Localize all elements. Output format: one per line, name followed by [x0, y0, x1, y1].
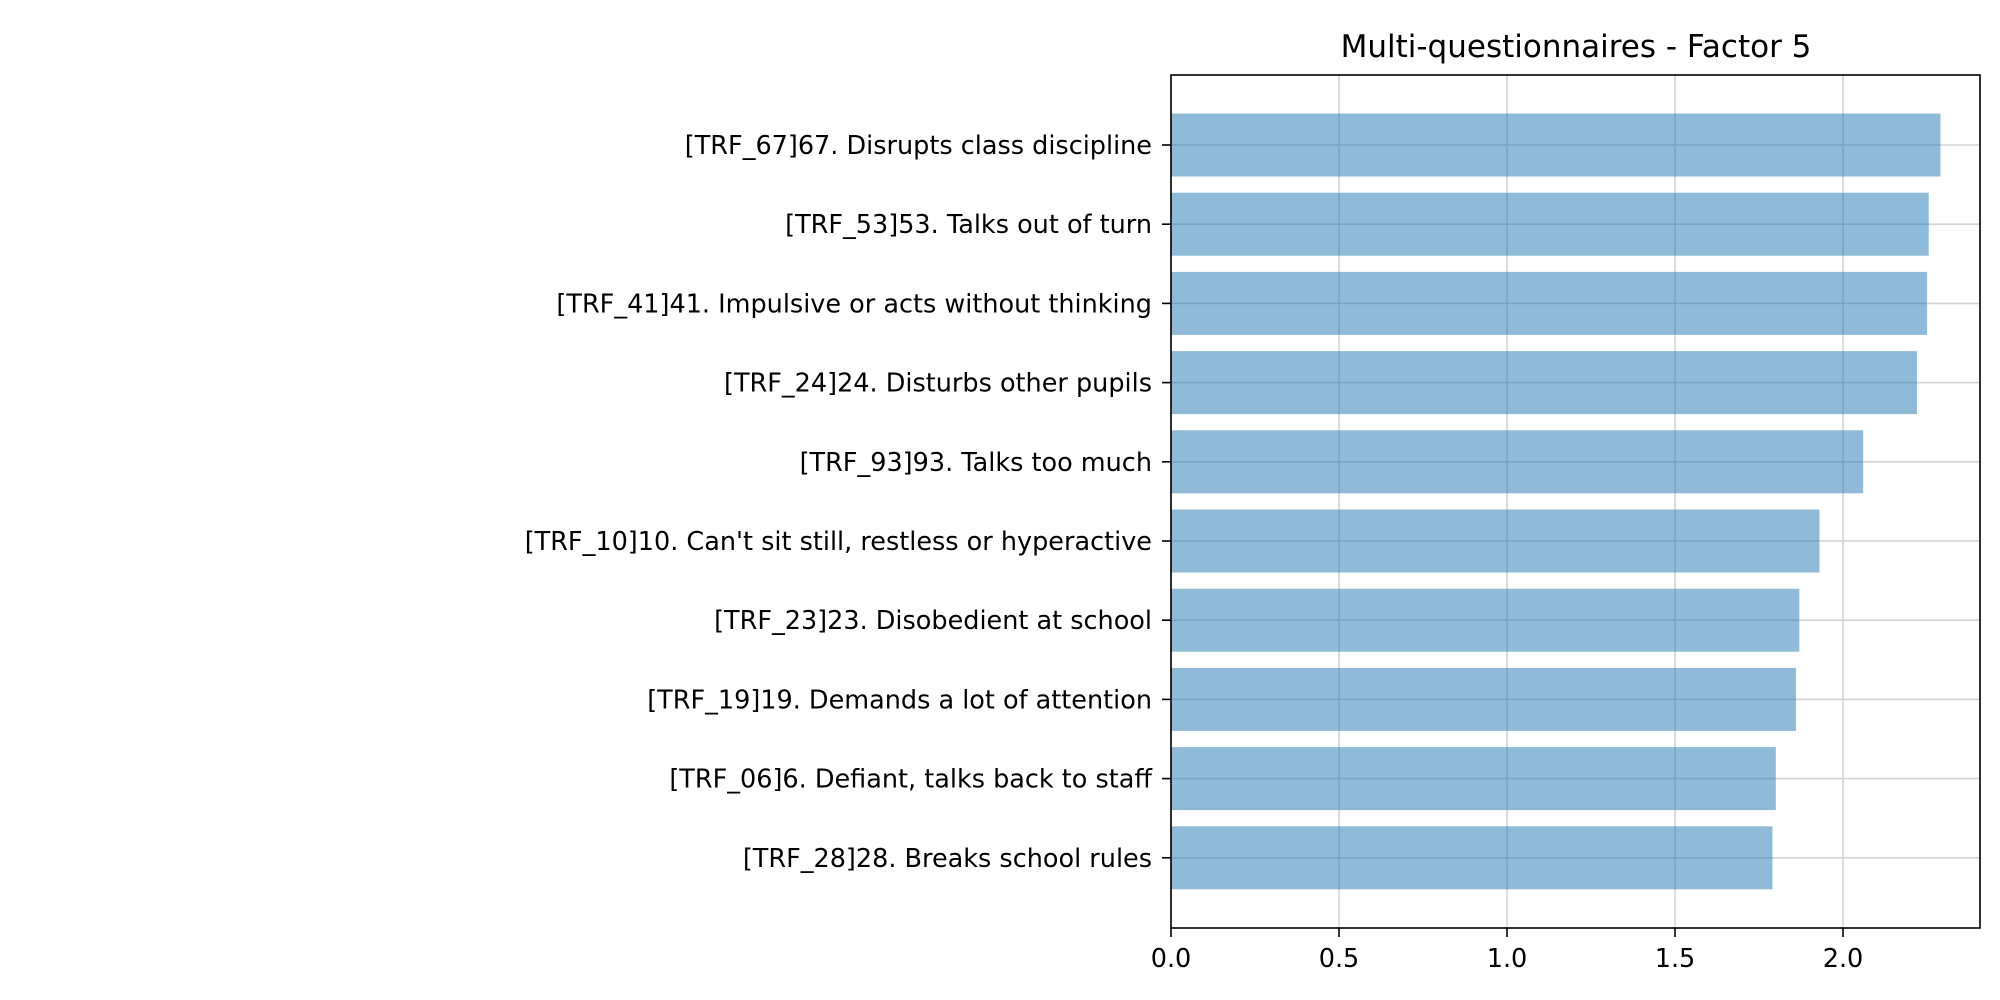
chart-title: Multi-questionnaires - Factor 5 [1341, 29, 1812, 65]
y-tick-label: [TRF_23]23. Disobedient at school [714, 606, 1152, 636]
y-axis-ticks: [TRF_67]67. Disrupts class discipline [TR… [525, 131, 1171, 874]
y-tick-label: [TRF_53]53. Talks out of turn [785, 210, 1152, 240]
bar [1171, 826, 1773, 890]
bar [1171, 351, 1917, 415]
y-tick-label: [TRF_10]10. Can't sit still, restless or… [525, 527, 1152, 557]
bar [1171, 192, 1929, 256]
y-tick-label: [TRF_93]93. Talks too much [800, 448, 1152, 478]
x-tick-label: 2.0 [1823, 944, 1864, 974]
y-tick-label: [TRF_06]6. Defiant, talks back to staff [669, 765, 1153, 795]
x-tick-label: 1.0 [1487, 944, 1528, 974]
x-tick-label: 0.0 [1151, 944, 1192, 974]
bar [1171, 667, 1796, 731]
bar [1171, 509, 1820, 573]
bar [1171, 113, 1941, 177]
bar [1171, 430, 1864, 494]
axes-frame [1170, 74, 1981, 929]
bar [1171, 747, 1776, 811]
bar [1171, 588, 1800, 652]
x-tick-label: 0.5 [1319, 944, 1360, 974]
y-tick-label: [TRF_41]41. Impulsive or acts without th… [556, 289, 1152, 319]
x-tick-label: 1.5 [1655, 944, 1696, 974]
x-axis-ticks: 0.0 0.5 1.0 1.5 2.0 [1151, 928, 1864, 974]
bars [1171, 113, 1941, 890]
y-tick-label: [TRF_24]24. Disturbs other pupils [724, 369, 1152, 399]
y-tick-label: [TRF_67]67. Disrupts class discipline [685, 131, 1152, 161]
bar [1171, 271, 1927, 335]
y-tick-label: [TRF_28]28. Breaks school rules [743, 844, 1152, 874]
y-tick-label: [TRF_19]19. Demands a lot of attention [647, 685, 1152, 715]
